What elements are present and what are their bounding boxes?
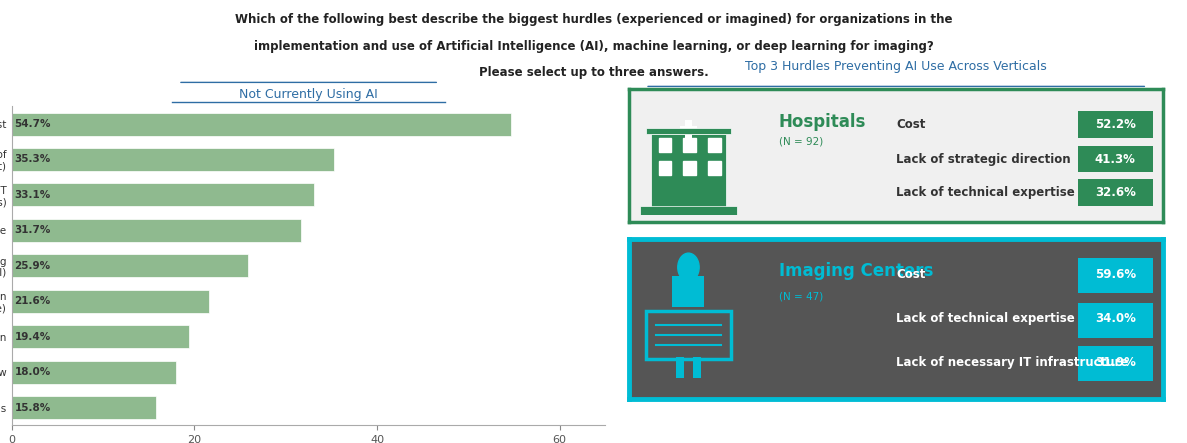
Text: Lack of necessary IT infrastructure: Lack of necessary IT infrastructure: [896, 356, 1129, 369]
Text: (N = 47): (N = 47): [779, 291, 823, 302]
Text: 54.7%: 54.7%: [14, 119, 51, 129]
Text: Imaging Centers: Imaging Centers: [779, 262, 933, 280]
Bar: [680, 126, 697, 132]
Text: 31.9%: 31.9%: [1094, 356, 1136, 369]
Text: 19.4%: 19.4%: [14, 332, 51, 342]
Bar: [12, 219, 301, 242]
Text: Top 3 Hurdles Preventing AI Use Across Verticals: Top 3 Hurdles Preventing AI Use Across V…: [745, 60, 1047, 73]
Text: (N = 92): (N = 92): [779, 137, 823, 147]
FancyBboxPatch shape: [1078, 146, 1153, 172]
Bar: [684, 161, 696, 175]
Text: 41.3%: 41.3%: [1094, 152, 1136, 166]
Bar: [12, 113, 512, 136]
Bar: [12, 325, 189, 348]
Text: Cost: Cost: [896, 268, 926, 281]
FancyBboxPatch shape: [1078, 111, 1153, 138]
Text: 32.6%: 32.6%: [1094, 186, 1136, 199]
Text: Which of the following best describe the biggest hurdles (experienced or imagine: Which of the following best describe the…: [235, 13, 952, 26]
Text: 34.0%: 34.0%: [1094, 312, 1136, 326]
Bar: [672, 276, 705, 307]
Text: implementation and use of Artificial Intelligence (AI), machine learning, or dee: implementation and use of Artificial Int…: [254, 40, 933, 53]
Bar: [684, 138, 696, 152]
Bar: [707, 161, 721, 175]
Bar: [641, 206, 736, 215]
Bar: [12, 183, 315, 206]
Text: Lack of strategic direction: Lack of strategic direction: [896, 152, 1071, 166]
Text: 33.1%: 33.1%: [14, 190, 51, 200]
Text: Lack of technical expertise: Lack of technical expertise: [896, 186, 1075, 199]
Text: Hospitals: Hospitals: [779, 113, 867, 131]
Text: 21.6%: 21.6%: [14, 296, 51, 306]
FancyBboxPatch shape: [1078, 179, 1153, 206]
Text: 31.7%: 31.7%: [14, 225, 51, 235]
Bar: [659, 161, 672, 175]
Bar: [12, 254, 248, 277]
Text: 25.9%: 25.9%: [14, 261, 51, 271]
Bar: [646, 128, 731, 134]
Title: Not Currently Using AI: Not Currently Using AI: [240, 88, 377, 101]
Bar: [675, 357, 684, 378]
Bar: [12, 361, 176, 384]
Text: Please select up to three answers.: Please select up to three answers.: [478, 66, 709, 79]
Bar: [659, 138, 672, 152]
Text: 18.0%: 18.0%: [14, 367, 51, 377]
Text: Lack of technical expertise: Lack of technical expertise: [896, 312, 1075, 326]
Bar: [693, 357, 702, 378]
Text: 52.2%: 52.2%: [1094, 118, 1136, 131]
Bar: [12, 290, 209, 313]
Bar: [12, 148, 335, 171]
Text: 35.3%: 35.3%: [14, 155, 51, 164]
FancyBboxPatch shape: [1078, 346, 1153, 381]
Bar: [12, 396, 157, 419]
Bar: [707, 138, 721, 152]
FancyBboxPatch shape: [1078, 258, 1153, 293]
Text: Cost: Cost: [896, 118, 926, 131]
Bar: [685, 120, 692, 138]
FancyBboxPatch shape: [1078, 303, 1153, 338]
Circle shape: [678, 253, 699, 281]
Text: 15.8%: 15.8%: [14, 403, 51, 412]
FancyBboxPatch shape: [650, 134, 725, 209]
Text: 59.6%: 59.6%: [1094, 268, 1136, 281]
